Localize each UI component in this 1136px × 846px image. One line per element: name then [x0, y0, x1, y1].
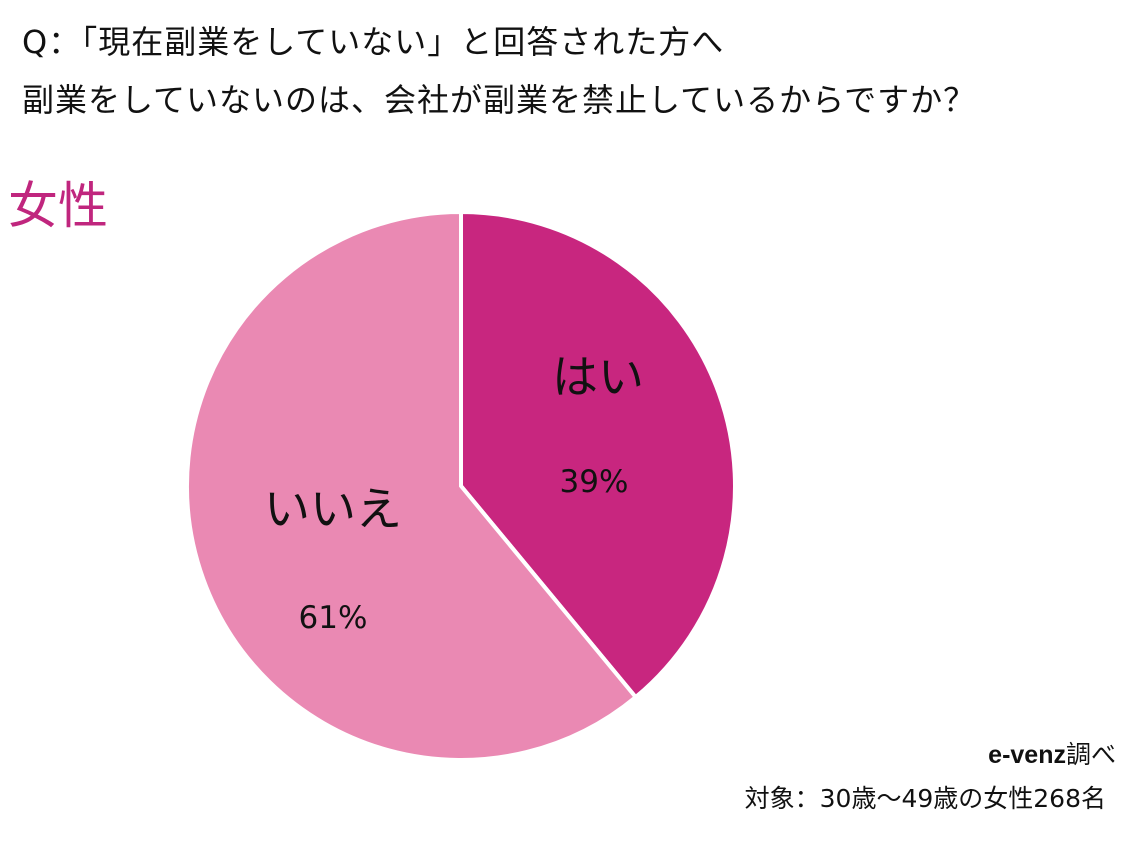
- question-line-2: 副業をしていないのは、会社が副業を禁止しているからですか？: [22, 81, 977, 119]
- pie-label-yes: はい: [552, 350, 644, 404]
- pie-slice-yes: [459, 209, 737, 700]
- survey-target: 対象：30歳〜49歳の女性268名: [744, 784, 1106, 813]
- group-label: 女性: [8, 177, 108, 235]
- pie-value-yes: 39%: [560, 464, 629, 500]
- question-line-1: Q：「現在副業をしていない」と回答された方へ: [22, 23, 725, 61]
- question-block: Q：「現在副業をしていない」と回答された方へ 副業をしていないのは、会社が副業を…: [22, 24, 1122, 140]
- pie-value-no: 61%: [299, 600, 368, 636]
- source-suffix: 調べ: [1065, 740, 1116, 769]
- pie-label-no: いいえ: [264, 482, 402, 536]
- pie-slice-no: [185, 209, 639, 762]
- source-brand: e-venz: [988, 741, 1066, 769]
- source-credit: e-venz調べ: [988, 740, 1116, 770]
